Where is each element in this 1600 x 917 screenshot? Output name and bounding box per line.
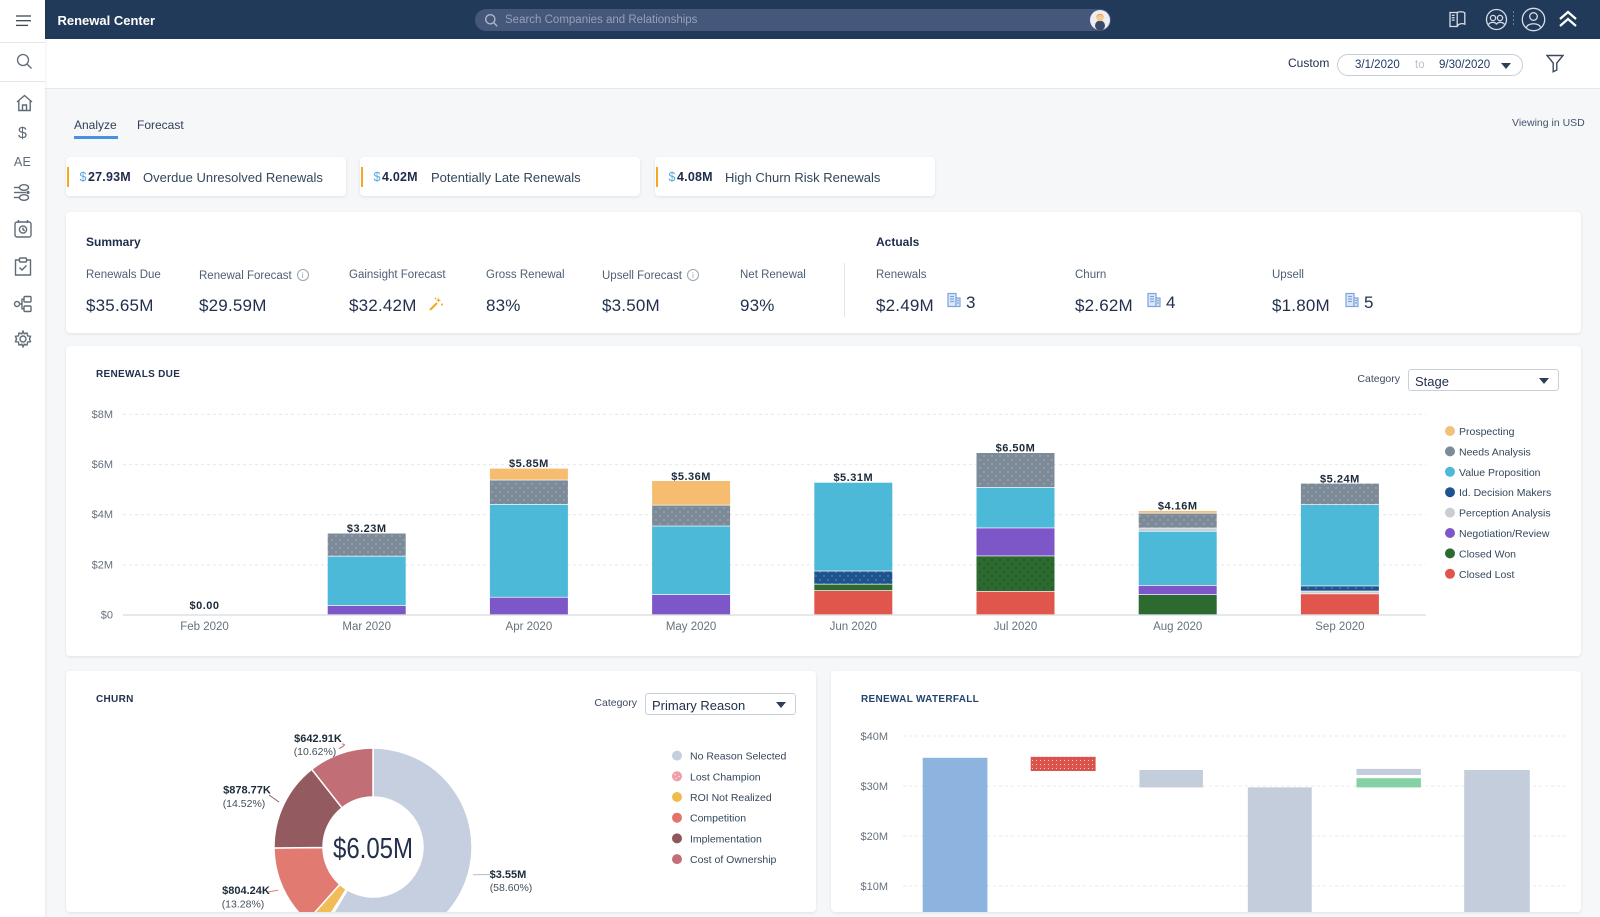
svg-text:$5.85M: $5.85M	[509, 458, 549, 470]
svg-text:$3.55M: $3.55M	[490, 869, 527, 881]
svg-text:Sep 2020: Sep 2020	[1315, 621, 1364, 633]
svg-text:$5.24M: $5.24M	[1320, 474, 1360, 486]
svg-text:Jun 2020: Jun 2020	[830, 621, 877, 633]
svg-text:Value Proposition: Value Proposition	[1459, 467, 1541, 479]
svg-text:Jul 2020: Jul 2020	[994, 621, 1037, 633]
svg-text:Competition: Competition	[690, 813, 746, 825]
svg-text:$3.23M: $3.23M	[347, 523, 387, 535]
svg-text:$4M: $4M	[92, 509, 113, 521]
svg-text:$642.91K: $642.91K	[294, 733, 342, 745]
svg-text:Aug 2020: Aug 2020	[1153, 621, 1202, 633]
svg-text:No Reason Selected: No Reason Selected	[690, 751, 786, 763]
svg-text:$804.24K: $804.24K	[222, 885, 270, 897]
svg-text:Id. Decision Makers: Id. Decision Makers	[1459, 487, 1551, 499]
svg-text:$4.16M: $4.16M	[1158, 501, 1198, 513]
svg-text:Implementation: Implementation	[690, 833, 762, 845]
svg-text:$0: $0	[101, 610, 113, 622]
svg-text:$2M: $2M	[92, 559, 113, 571]
svg-text:Negotiation/Review: Negotiation/Review	[1459, 528, 1550, 540]
svg-text:$40M: $40M	[860, 731, 888, 743]
svg-text:$5.31M: $5.31M	[833, 472, 873, 484]
svg-text:$10M: $10M	[860, 881, 888, 893]
svg-text:Closed Won: Closed Won	[1459, 548, 1516, 560]
svg-text:Mar 2020: Mar 2020	[342, 621, 391, 633]
svg-text:$5.36M: $5.36M	[671, 471, 711, 483]
svg-text:(13.28%): (13.28%)	[222, 899, 265, 911]
svg-text:(58.60%): (58.60%)	[490, 882, 533, 894]
svg-text:Cost of Ownership: Cost of Ownership	[690, 854, 777, 866]
svg-text:$878.77K: $878.77K	[223, 785, 271, 797]
svg-text:(10.62%): (10.62%)	[294, 746, 337, 758]
svg-text:Closed Lost: Closed Lost	[1459, 569, 1515, 581]
svg-text:Prospecting: Prospecting	[1459, 426, 1515, 438]
svg-text:$6M: $6M	[92, 459, 113, 471]
svg-text:$20M: $20M	[860, 831, 888, 843]
svg-text:$0.00: $0.00	[189, 600, 219, 612]
svg-text:May 2020: May 2020	[666, 621, 717, 633]
svg-text:Lost Champion: Lost Champion	[690, 771, 761, 783]
svg-text:$6.05M: $6.05M	[333, 833, 413, 865]
svg-text:(14.52%): (14.52%)	[223, 798, 266, 810]
svg-text:$6.50M: $6.50M	[996, 443, 1036, 455]
svg-text:$8M: $8M	[92, 409, 113, 421]
svg-text:Feb 2020: Feb 2020	[180, 621, 229, 633]
svg-text:Perception Analysis: Perception Analysis	[1459, 508, 1551, 520]
svg-text:ROI Not Realized: ROI Not Realized	[690, 792, 772, 804]
svg-text:Apr 2020: Apr 2020	[506, 621, 553, 633]
svg-text:Needs Analysis: Needs Analysis	[1459, 446, 1531, 458]
svg-text:$30M: $30M	[860, 781, 888, 793]
